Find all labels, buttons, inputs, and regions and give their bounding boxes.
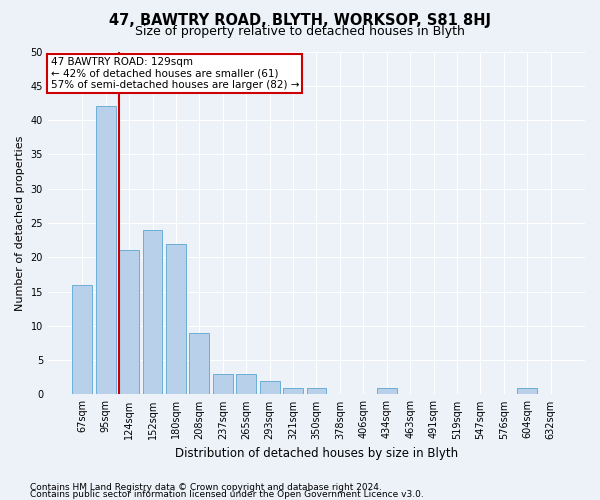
Bar bbox=[377, 388, 397, 394]
Y-axis label: Number of detached properties: Number of detached properties bbox=[15, 136, 25, 310]
Bar bbox=[143, 230, 163, 394]
Bar bbox=[73, 284, 92, 395]
Text: Contains HM Land Registry data © Crown copyright and database right 2024.: Contains HM Land Registry data © Crown c… bbox=[30, 483, 382, 492]
X-axis label: Distribution of detached houses by size in Blyth: Distribution of detached houses by size … bbox=[175, 447, 458, 460]
Bar bbox=[119, 250, 139, 394]
Bar bbox=[260, 380, 280, 394]
Bar bbox=[307, 388, 326, 394]
Bar bbox=[517, 388, 537, 394]
Bar bbox=[96, 106, 116, 395]
Text: 47, BAWTRY ROAD, BLYTH, WORKSOP, S81 8HJ: 47, BAWTRY ROAD, BLYTH, WORKSOP, S81 8HJ bbox=[109, 12, 491, 28]
Bar bbox=[213, 374, 233, 394]
Bar bbox=[190, 332, 209, 394]
Bar bbox=[166, 244, 186, 394]
Text: 47 BAWTRY ROAD: 129sqm
← 42% of detached houses are smaller (61)
57% of semi-det: 47 BAWTRY ROAD: 129sqm ← 42% of detached… bbox=[50, 56, 299, 90]
Bar bbox=[236, 374, 256, 394]
Text: Size of property relative to detached houses in Blyth: Size of property relative to detached ho… bbox=[135, 25, 465, 38]
Bar bbox=[283, 388, 303, 394]
Text: Contains public sector information licensed under the Open Government Licence v3: Contains public sector information licen… bbox=[30, 490, 424, 499]
